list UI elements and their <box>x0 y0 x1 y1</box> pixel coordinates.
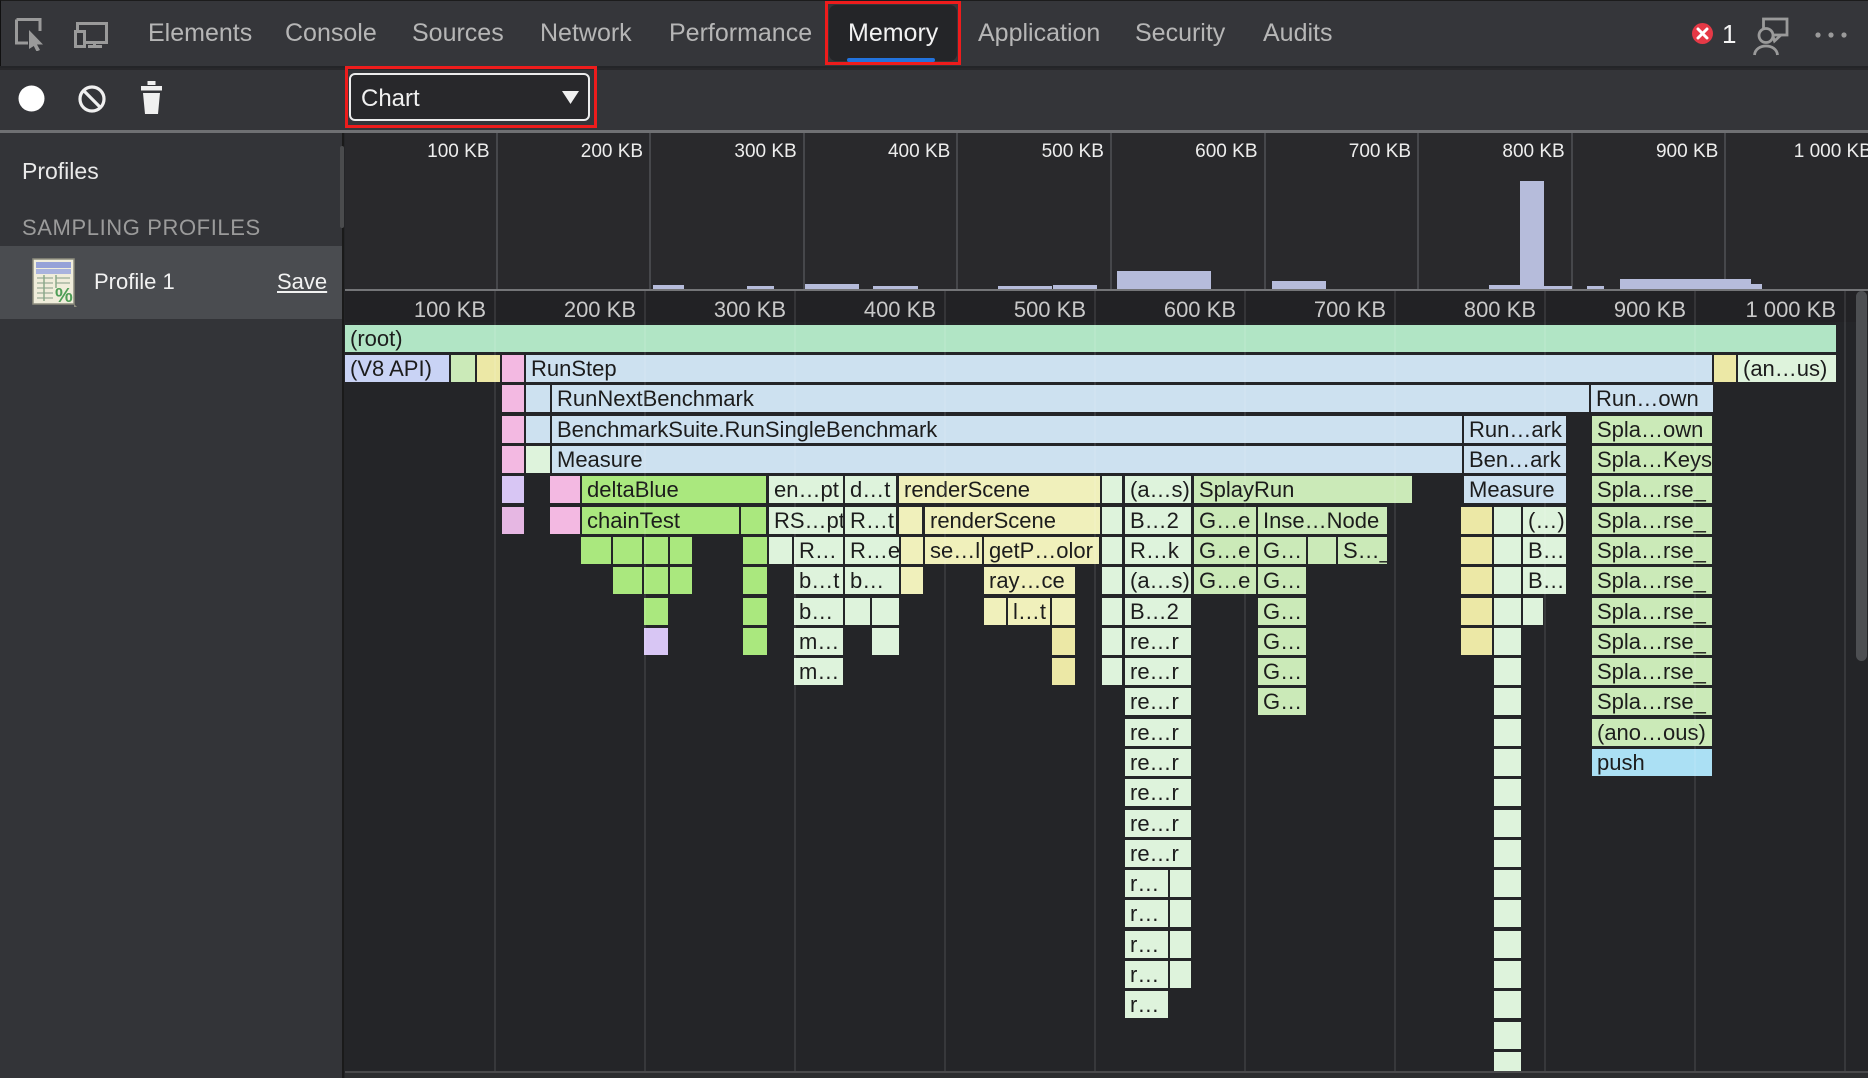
svg-text:%: % <box>55 285 73 307</box>
